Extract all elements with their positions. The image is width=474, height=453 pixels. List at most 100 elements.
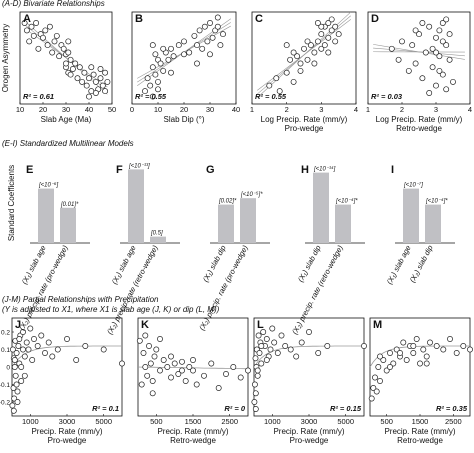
panel-c-data-point	[297, 60, 304, 67]
panel-d-data-point	[419, 20, 426, 26]
panel-m-data-point	[393, 346, 400, 353]
panel-j-data-point	[64, 336, 70, 342]
panel-m-data-point	[377, 353, 383, 360]
panel-l-data-point	[267, 346, 274, 353]
panel-b-data-point	[165, 56, 172, 63]
panel-g-bar	[240, 198, 256, 243]
panel-k-data-point	[149, 390, 156, 397]
panel-a-data-point	[60, 45, 67, 52]
panel-a-xtick-label: 20	[39, 105, 47, 114]
panel-b-data-point	[214, 14, 221, 21]
panel-l-data-point	[252, 355, 259, 362]
panel-a-data-point	[49, 49, 56, 56]
panel-m-data-point	[380, 357, 387, 363]
panel-l-data-point	[251, 381, 258, 388]
panel-c-data-point	[332, 38, 339, 45]
panel-k-data-point	[193, 381, 200, 388]
panel-b-data-point	[155, 86, 161, 93]
panel-e-bar	[38, 188, 54, 243]
panel-d-data-point	[395, 56, 402, 63]
panel-b-xtick-label: 20	[180, 105, 188, 114]
panel-k-data-point	[168, 353, 174, 360]
panel-i-bar-label: [<10⁻⁴]*	[425, 198, 448, 205]
panel-m-data-point	[460, 343, 467, 349]
panel-m-data-point	[368, 395, 375, 402]
panel-b-xlabel: Slab Dip (°)	[164, 115, 205, 124]
panel-j-ytick-label: -0.2	[0, 400, 10, 407]
panel-k-r2: R² = 0	[224, 404, 245, 413]
panel-c-data-point	[307, 42, 314, 49]
panel-l-data-point	[271, 339, 278, 346]
panel-d-data-point	[443, 86, 450, 93]
panel-j-xtick-label: 5000	[95, 417, 112, 426]
panel-l-data-point	[258, 360, 265, 367]
panel-j-xtick-label: 3000	[59, 417, 76, 426]
panel-e-bar	[60, 207, 76, 243]
panel-m-fit-line	[369, 345, 470, 368]
panel-j-data-point	[27, 325, 34, 332]
panel-c-data-point	[328, 27, 335, 34]
panel-c-data-point	[325, 20, 332, 26]
panel-a-data-point	[81, 69, 88, 76]
panel-f-bar	[150, 236, 166, 243]
panel-d-xlabel-2: Retro-wedge	[396, 124, 442, 133]
section-title-jm-1: (J-M) Partial Relationships with Precipi…	[2, 295, 159, 304]
panel-l-data-point	[254, 372, 261, 379]
panel-c-xtick-label: 3	[319, 105, 323, 114]
panel-m-data-point	[372, 374, 378, 381]
panel-d-data-point	[439, 20, 446, 26]
panel-j-data-point	[54, 346, 61, 353]
panel-m-data-point	[417, 360, 423, 367]
panel-c-data-point	[283, 69, 290, 76]
panel-a-data-point	[69, 66, 76, 72]
panel-d-data-point	[446, 56, 453, 63]
panel-j-data-point	[13, 381, 20, 388]
panel-d-letter: D	[371, 13, 379, 25]
panel-c-data-point	[297, 67, 304, 74]
panel-d-data-point	[419, 75, 426, 82]
panel-c-data-point	[318, 23, 325, 30]
panel-m-data-point	[377, 378, 383, 384]
panel-a-data-point	[40, 34, 46, 41]
panel-b-data-point	[186, 49, 193, 56]
panel-j-data-point	[23, 339, 30, 346]
panel-j-data-point	[29, 357, 36, 363]
panel-b-data-point	[175, 42, 182, 49]
panel-d-data-point	[429, 45, 436, 52]
panel-a-data-point	[102, 88, 109, 95]
panel-k-data-point	[171, 360, 178, 367]
panel-m-data-point	[387, 350, 393, 356]
panel-c-data-point	[314, 38, 321, 45]
panel-k-data-point	[160, 357, 167, 363]
panel-d-data-point	[416, 31, 422, 38]
panel-j-data-point	[10, 407, 17, 414]
panel-a-data-point	[83, 82, 90, 89]
panel-l-data-point	[252, 406, 259, 412]
panel-b-xtick-label: 30	[206, 105, 214, 114]
panel-j-ytick-label: -0.1	[0, 382, 10, 389]
panel-b-data-point	[207, 51, 213, 58]
panel-m-data-point	[373, 388, 380, 395]
panel-a-xtick-label: 50	[108, 105, 116, 114]
panel-l-data-point	[269, 325, 276, 332]
panel-m-data-point	[383, 367, 390, 374]
panel-m-data-point	[423, 353, 430, 360]
panel-i-bar	[425, 204, 441, 243]
panel-l-data-point	[293, 353, 300, 360]
panel-c-frame	[251, 11, 357, 105]
panel-f-letter: F	[116, 164, 123, 176]
panel-c-xtick-label: 2	[285, 105, 289, 114]
panel-d-data-point	[433, 49, 439, 56]
panel-a-data-point	[42, 27, 49, 34]
panel-j-xlabel-2: Pro-wedge	[48, 436, 87, 445]
panel-j-data-point	[100, 346, 107, 353]
panel-b-data-point	[149, 93, 156, 100]
panel-c-data-point	[311, 49, 318, 56]
panel-j-data-point	[14, 388, 21, 395]
panel-l-data-point	[298, 339, 305, 346]
panel-g-bar	[218, 204, 234, 243]
panel-i-bar	[403, 188, 419, 243]
panel-k-xtick-label: 500	[150, 417, 163, 426]
panel-a-data-point	[92, 90, 99, 96]
